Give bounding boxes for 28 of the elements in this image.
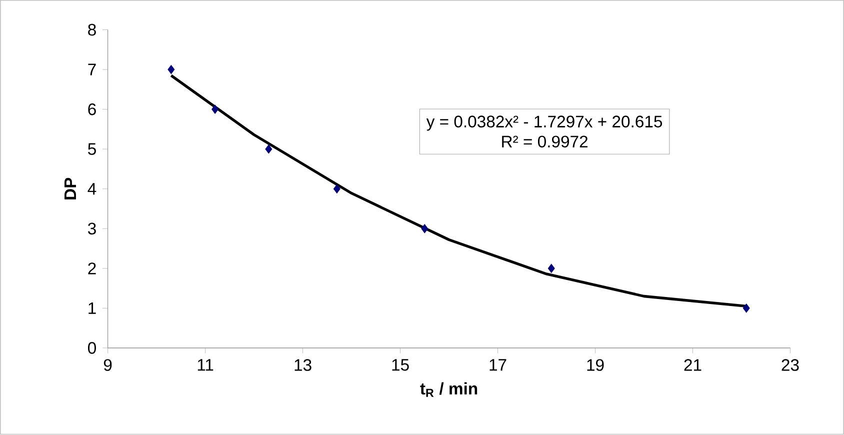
y-axis-title: DP (64, 178, 76, 200)
annotation: R² = 0.9972 (502, 136, 588, 148)
y-tick-label: 2 (88, 262, 96, 274)
point (168, 65, 175, 74)
x-tick-label: 9 (104, 359, 112, 372)
y-tick-label: 6 (88, 104, 96, 116)
x-tick-label: 13 (294, 359, 312, 372)
y-tick-label: 1 (88, 302, 96, 314)
point (548, 264, 555, 274)
x-tick-label: 11 (198, 359, 214, 371)
x-axis-title: t$_{R}$ / min (420, 382, 478, 398)
y-tick-label: 4 (88, 183, 96, 195)
x-tick-label: 19 (587, 359, 604, 372)
y-tick-label: 7 (88, 64, 96, 76)
annotation: y = 0.0382x² - 1.7297x + 20.615 (426, 116, 662, 131)
point (421, 224, 428, 234)
y-tick-label: 5 (88, 143, 96, 156)
point (333, 184, 340, 194)
y-tick-label: 0 (88, 342, 96, 354)
x-tick-label: 21 (684, 359, 702, 371)
point (265, 144, 272, 154)
point (212, 104, 219, 114)
y-tick-label: 8 (88, 24, 96, 36)
x-tick-label: 23 (782, 359, 799, 372)
x-tick-label: 17 (490, 359, 506, 371)
point (742, 304, 750, 313)
y-tick-label: 3 (88, 222, 96, 235)
x-tick-label: 15 (392, 359, 409, 371)
